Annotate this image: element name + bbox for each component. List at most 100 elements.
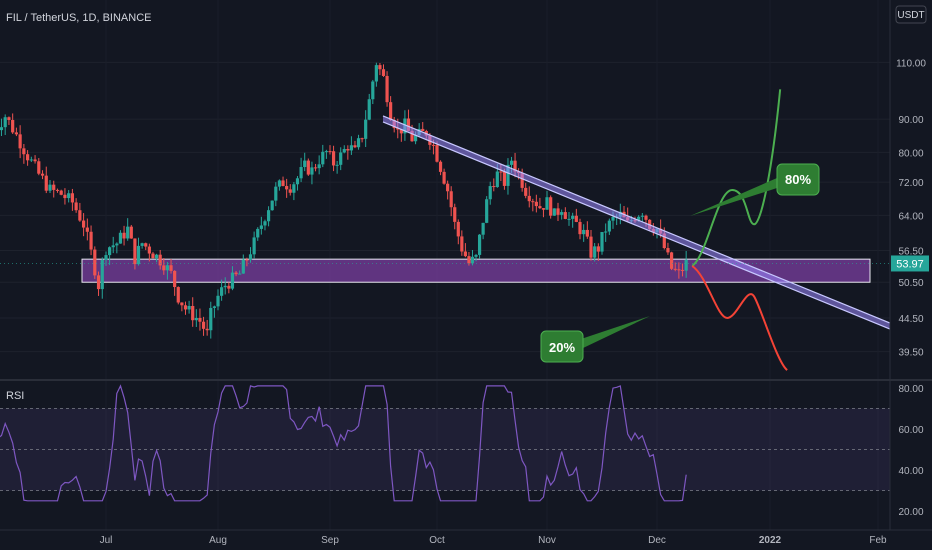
candle-body [299,167,303,179]
descending-trendline[interactable] [382,115,891,330]
candle-body [234,272,238,275]
candle-body [151,253,155,259]
candle-body [263,221,267,226]
price-tick-label: 56.50 [898,247,923,258]
candle-body [18,134,22,149]
candle-body [40,173,45,176]
candle-body [209,307,213,331]
time-axis[interactable]: Jul Aug Sep Oct Nov Dec 2022 Feb [0,529,932,546]
candle-body [295,178,300,185]
bull-callout[interactable]: 80% [690,163,820,216]
candle-body [201,321,206,329]
bearish-projection-path [691,265,788,371]
candle-body [63,194,67,199]
candle-body [245,259,249,261]
candle-body [389,102,393,120]
candle-body [292,184,296,193]
candle-body [589,236,593,258]
candle-body [607,220,611,232]
candle-body [133,238,137,265]
candle-body [194,317,198,321]
candle-body [552,208,556,216]
candle-body [578,221,582,235]
price-tick-label: 90.00 [898,115,923,126]
rsi-axis[interactable]: 80.00 60.00 40.00 20.00 [898,384,923,518]
candle-body [115,243,119,246]
candle-body [70,193,74,203]
candle-body [349,145,353,151]
candle-body [371,81,375,100]
candle-body [414,135,418,142]
time-tick-label: Feb [869,535,887,546]
candle-body [356,138,361,148]
candle-body [180,302,184,306]
candle-body [176,287,180,303]
candle-body [567,218,571,220]
last-price-tag: 53.97 [0,255,929,272]
price-axis[interactable]: 110.00 90.00 80.00 72.00 64.00 56.50 50.50 44.5… [889,0,926,530]
price-pane[interactable]: 80% 20% FIL / TetherUS, 1D, BINANCE [0,0,891,530]
currency-badge[interactable]: USDT [895,5,927,24]
candle-body [477,234,482,255]
bull-callout-pointer [690,178,777,216]
candle-body [673,268,677,270]
price-tick-label: 44.50 [898,314,923,325]
candle-body [230,272,235,289]
candle-body [531,201,535,203]
candle-body [335,164,339,166]
bear-callout[interactable]: 20% [540,316,650,363]
candle-body [191,305,195,321]
candle-body [534,201,538,207]
candle-body [513,160,517,172]
candle-body [259,225,263,229]
candle-body [470,256,475,264]
candle-body [129,226,133,239]
candle-body [527,195,531,202]
symbol-title: FIL / TetherUS, 1D, BINANCE [6,12,152,24]
candle-body [321,151,325,165]
candle-body [169,265,173,271]
candle-body [96,275,101,290]
rsi-band-lines [0,408,890,491]
candle-body [541,208,546,210]
candle-body [563,212,567,219]
candle-body [502,171,507,186]
candle-body [100,259,104,290]
candle-body [111,245,115,248]
candle-body [223,285,227,288]
candle-body [346,149,350,151]
time-tick-label: Oct [429,535,445,546]
candle-body [7,117,11,121]
rsi-tick-label: 20.00 [898,507,923,518]
candle-body [165,265,170,271]
candle-body [463,251,467,257]
last-price-box [891,255,929,272]
candle-body [456,221,460,237]
candle-body [506,164,510,186]
candle-body [360,138,364,140]
candle-body [446,183,450,192]
currency-label: USDT [897,10,924,21]
candle-body [499,171,503,173]
time-tick-label: Nov [538,535,556,546]
candle-body [637,216,641,221]
candle-body [556,208,560,215]
candle-body [662,233,666,249]
candle-body [331,151,336,166]
rsi-tick-label: 60.00 [898,425,923,436]
price-tick-label: 39.50 [898,348,923,359]
candle-body [324,151,328,153]
candle-body [270,200,274,211]
candle-body [238,273,242,275]
candle-body [520,173,524,188]
candle-body [582,229,586,235]
candle-body [604,231,608,233]
rsi-pane[interactable]: RSI [0,384,890,502]
candle-body [277,180,282,187]
bull-callout-label: 80% [785,172,811,187]
candle-body [545,197,549,210]
candle-body [495,171,499,188]
candle-body [144,243,148,247]
candle-body [442,171,446,184]
